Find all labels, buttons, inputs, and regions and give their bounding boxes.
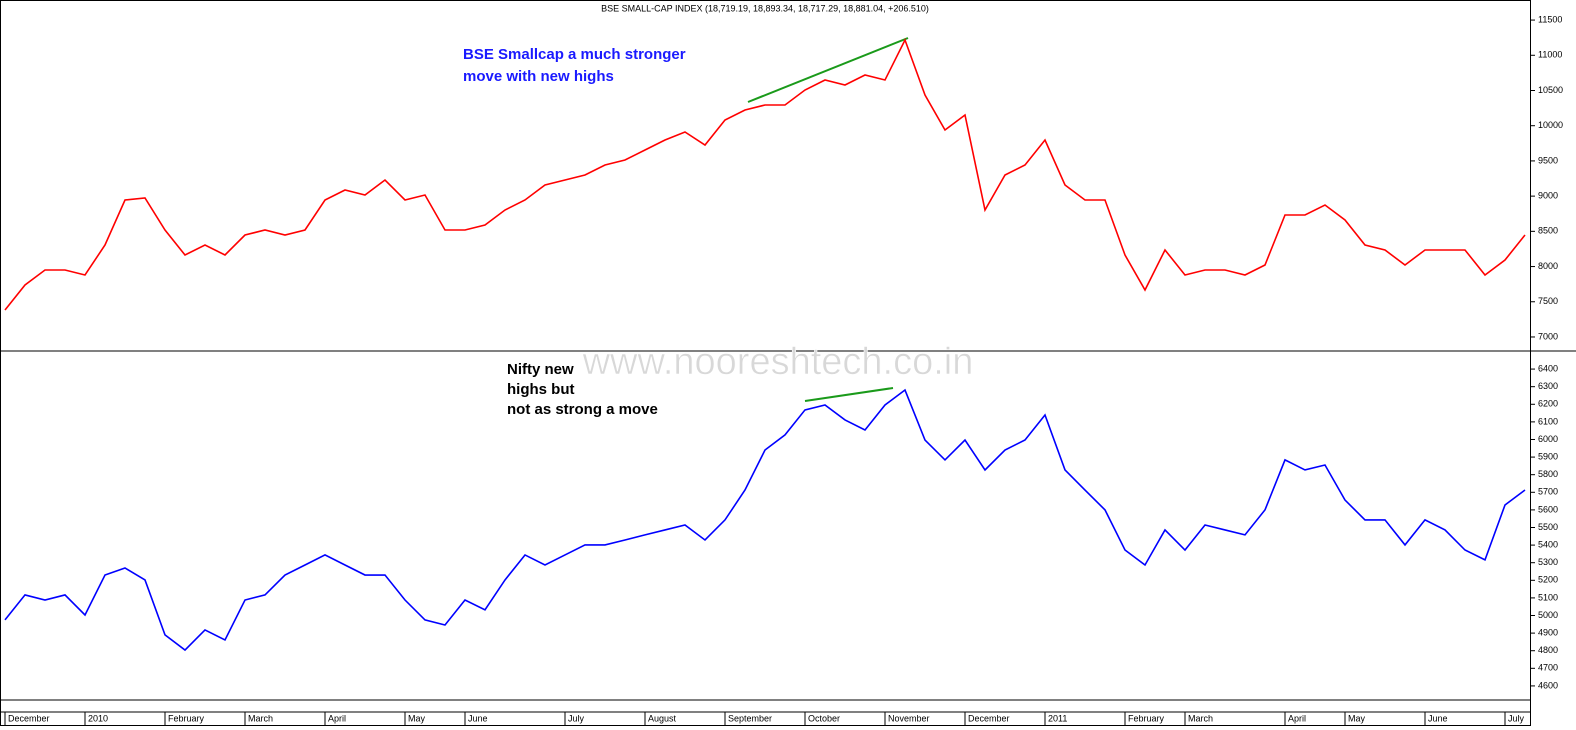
x-tick-label: February [168,713,205,723]
y-tick-label: 8000 [1538,261,1558,271]
annotation: BSE Smallcap a much stronger [463,46,686,63]
y-tick-label: 7000 [1538,331,1558,341]
chart-title: BSE SMALL-CAP INDEX (18,719.19, 18,893.3… [601,3,929,13]
y-tick-label: 5000 [1538,610,1558,620]
y-tick-label: 6100 [1538,416,1558,426]
y-tick-label: 5700 [1538,487,1558,497]
y-tick-label: 5600 [1538,504,1558,514]
x-tick-label: May [1348,713,1366,723]
y-tick-label: 9500 [1538,155,1558,165]
x-tick-label: 2011 [1048,713,1067,723]
x-tick-label: December [968,713,1010,723]
series-line [4,37,1526,311]
y-tick-label: 5300 [1538,557,1558,567]
y-tick-label: 5500 [1538,522,1558,532]
y-tick-label: 4800 [1538,645,1558,655]
trend-line [804,387,894,402]
x-tick-label: April [328,713,346,723]
y-tick-label: 7500 [1538,296,1558,306]
y-tick-label: 10000 [1538,120,1563,130]
y-tick-label: 4600 [1538,680,1558,690]
y-tick-label: 5400 [1538,539,1558,549]
annotation: highs but [507,381,575,398]
y-tick-label: 4900 [1538,627,1558,637]
x-tick-label: July [1508,713,1525,723]
annotation: Nifty new [507,361,574,378]
series-line [4,388,1526,652]
y-tick-label: 5900 [1538,451,1558,461]
annotation: move with new highs [463,68,614,85]
y-tick-label: 6200 [1538,399,1558,409]
y-tick-label: 6400 [1538,363,1558,373]
y-tick-label: 8500 [1538,226,1558,236]
x-tick-label: November [888,713,930,723]
annotation: not as strong a move [507,401,658,418]
y-tick-label: 5200 [1538,575,1558,585]
y-tick-label: 11500 [1538,14,1562,24]
y-tick-label: 4700 [1538,663,1558,673]
x-tick-label: July [568,713,585,723]
x-tick-label: December [8,713,50,723]
y-tick-label: 11000 [1538,50,1562,60]
y-tick-label: 10500 [1538,85,1563,95]
x-tick-label: 2010 [88,713,108,723]
x-tick-label: August [648,713,677,723]
trend-line [747,37,909,103]
y-tick-label: 6000 [1538,434,1558,444]
x-tick-label: October [808,713,840,723]
x-tick-label: May [408,713,426,723]
y-tick-label: 9000 [1538,191,1558,201]
y-tick-label: 5800 [1538,469,1558,479]
x-tick-label: April [1288,713,1306,723]
y-tick-label: 5100 [1538,592,1558,602]
x-tick-label: March [248,713,273,723]
x-tick-label: September [728,713,772,723]
frame [0,0,1531,726]
x-tick-label: June [1428,713,1448,723]
x-tick-label: June [468,713,488,723]
x-tick-label: February [1128,713,1165,723]
watermark: www.nooreshtech.co.in [582,341,974,383]
x-tick-label: March [1188,713,1213,723]
y-tick-label: 6300 [1538,381,1558,391]
